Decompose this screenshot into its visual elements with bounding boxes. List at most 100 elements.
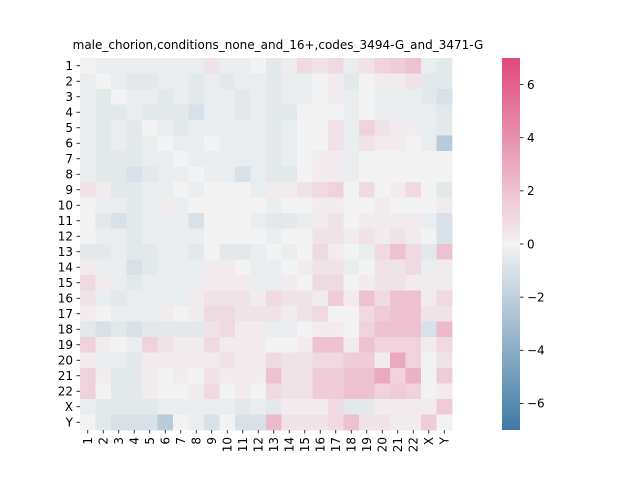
- y-tick-label: 3: [65, 90, 73, 104]
- heatmap-cell-9-9: [204, 182, 220, 198]
- heatmap-cell-21-13: [266, 368, 282, 384]
- heatmap-cell-5-14: [281, 120, 298, 136]
- heatmap-cell-16-13: [266, 290, 282, 307]
- heatmap-cell-X-9: [204, 399, 220, 415]
- heatmap-cell-3-9: [204, 89, 220, 105]
- heatmap-cell-2-9: [204, 73, 220, 90]
- heatmap-cell-5-1: [80, 120, 96, 136]
- heatmap-cell-5-Y: [436, 120, 453, 136]
- heatmap-cell-X-19: [359, 399, 375, 415]
- heatmap-cell-12-11: [235, 228, 251, 245]
- heatmap-cell-Y-22: [405, 414, 422, 431]
- x-tick-label: 20: [376, 437, 390, 452]
- heatmap-cell-3-14: [281, 89, 298, 105]
- heatmap-cell-21-19: [359, 368, 375, 384]
- heatmap-cell-16-14: [281, 290, 298, 307]
- y-tick-label: 1: [65, 59, 73, 73]
- heatmap-cell-11-X: [421, 213, 437, 229]
- heatmap-cell-6-20: [374, 135, 391, 152]
- heatmap-cell-18-8: [188, 321, 205, 338]
- heatmap-cell-20-13: [266, 352, 282, 369]
- heatmap-cell-9-13: [266, 182, 282, 198]
- heatmap-cell-Y-17: [328, 414, 344, 431]
- heatmap-cell-4-22: [405, 104, 422, 121]
- heatmap-cell-7-13: [266, 151, 282, 167]
- heatmap-cell-22-14: [281, 383, 298, 400]
- heatmap-cell-9-6: [157, 182, 174, 198]
- heatmap-cell-16-15: [297, 290, 313, 307]
- heatmap-cell-2-6: [157, 73, 174, 90]
- heatmap-cell-12-8: [188, 228, 205, 245]
- heatmap-cell-5-7: [173, 120, 189, 136]
- heatmap-cell-12-18: [343, 228, 360, 245]
- heatmap-cell-15-1: [80, 275, 96, 291]
- heatmap-cell-8-8: [188, 166, 205, 183]
- heatmap-cell-11-18: [343, 213, 360, 229]
- heatmap-cell-5-21: [390, 120, 406, 136]
- heatmap-cell-13-8: [188, 244, 205, 260]
- heatmap-cell-4-16: [312, 104, 329, 121]
- colorbar-tick-label: −2: [527, 290, 545, 304]
- heatmap-cell-9-5: [142, 182, 158, 198]
- heatmap-cell-17-10: [219, 306, 236, 322]
- y-tick-label: 20: [58, 354, 73, 368]
- heatmap-cell-11-12: [250, 213, 267, 229]
- heatmap-cell-4-1: [80, 104, 96, 121]
- x-tick-label: 1: [81, 437, 95, 445]
- heatmap-cell-20-17: [328, 352, 344, 369]
- heatmap-cell-10-16: [312, 197, 329, 214]
- heatmap-cell-3-18: [343, 89, 360, 105]
- heatmap-cell-7-16: [312, 151, 329, 167]
- y-tick-label: 13: [58, 245, 73, 259]
- heatmap-cell-17-12: [250, 306, 267, 322]
- heatmap-cell-19-Y: [436, 337, 453, 353]
- heatmap-cell-4-20: [374, 104, 391, 121]
- heatmap-cell-5-17: [328, 120, 344, 136]
- heatmap-cell-X-13: [266, 399, 282, 415]
- x-tick-label: 21: [391, 437, 405, 452]
- heatmap-cell-1-17: [328, 58, 344, 74]
- heatmap-cell-20-X: [421, 352, 437, 369]
- heatmap-cell-10-17: [328, 197, 344, 214]
- heatmap-cell-14-5: [142, 259, 158, 276]
- heatmap-cell-8-10: [219, 166, 236, 183]
- y-tick-label: 17: [58, 307, 73, 321]
- heatmap-cell-9-4: [126, 182, 143, 198]
- heatmap-cell-2-15: [297, 73, 313, 90]
- heatmap-cell-14-10: [219, 259, 236, 276]
- heatmap-cell-18-3: [111, 321, 127, 338]
- heatmap-cell-2-12: [250, 73, 267, 90]
- y-tick-label: 10: [58, 199, 73, 213]
- y-tick-label: 18: [58, 323, 73, 337]
- heatmap-cell-4-5: [142, 104, 158, 121]
- heatmap-cell-20-7: [173, 352, 189, 369]
- heatmap-cell-2-21: [390, 73, 406, 90]
- heatmap-cell-19-10: [219, 337, 236, 353]
- heatmap-cell-13-3: [111, 244, 127, 260]
- heatmap-cell-6-Y: [436, 135, 453, 152]
- heatmap-cell-22-12: [250, 383, 267, 400]
- heatmap-cell-9-8: [188, 182, 205, 198]
- heatmap-cell-22-18: [343, 383, 360, 400]
- heatmap-cell-Y-16: [312, 414, 329, 431]
- heatmap-cell-21-10: [219, 368, 236, 384]
- heatmap-cell-16-20: [374, 290, 391, 307]
- heatmap-cell-16-12: [250, 290, 267, 307]
- heatmap-cell-20-14: [281, 352, 298, 369]
- heatmap-cell-8-21: [390, 166, 406, 183]
- heatmap-cell-13-18: [343, 244, 360, 260]
- heatmap-cell-13-9: [204, 244, 220, 260]
- heatmap-cell-22-3: [111, 383, 127, 400]
- heatmap-cell-20-20: [374, 352, 391, 369]
- heatmap-cell-19-20: [374, 337, 391, 353]
- heatmap-cell-21-4: [126, 368, 143, 384]
- heatmap-cell-14-18: [343, 259, 360, 276]
- heatmap-cell-2-13: [266, 73, 282, 90]
- heatmap-cell-20-10: [219, 352, 236, 369]
- heatmap-cell-13-20: [374, 244, 391, 260]
- heatmap-cell-9-14: [281, 182, 298, 198]
- y-tick-label: 5: [65, 121, 73, 135]
- heatmap-cell-10-14: [281, 197, 298, 214]
- heatmap-cell-21-20: [374, 368, 391, 384]
- heatmap-cell-5-X: [421, 120, 437, 136]
